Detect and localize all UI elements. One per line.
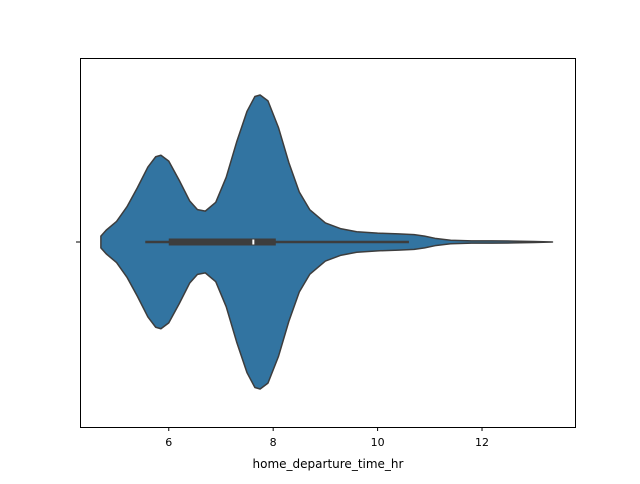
plot-area bbox=[100, 94, 554, 390]
x-tick-label: 10 bbox=[371, 436, 385, 449]
iqr-box bbox=[168, 238, 276, 246]
median-marker bbox=[252, 239, 255, 245]
x-tick-label: 6 bbox=[165, 436, 172, 449]
x-tick-label: 12 bbox=[475, 436, 489, 449]
x-axis-ticks: 6 8 10 12 bbox=[165, 427, 489, 449]
axes-frame bbox=[80, 58, 576, 428]
x-axis-label: home_departure_time_hr bbox=[253, 457, 404, 471]
x-tick-label: 8 bbox=[270, 436, 277, 449]
